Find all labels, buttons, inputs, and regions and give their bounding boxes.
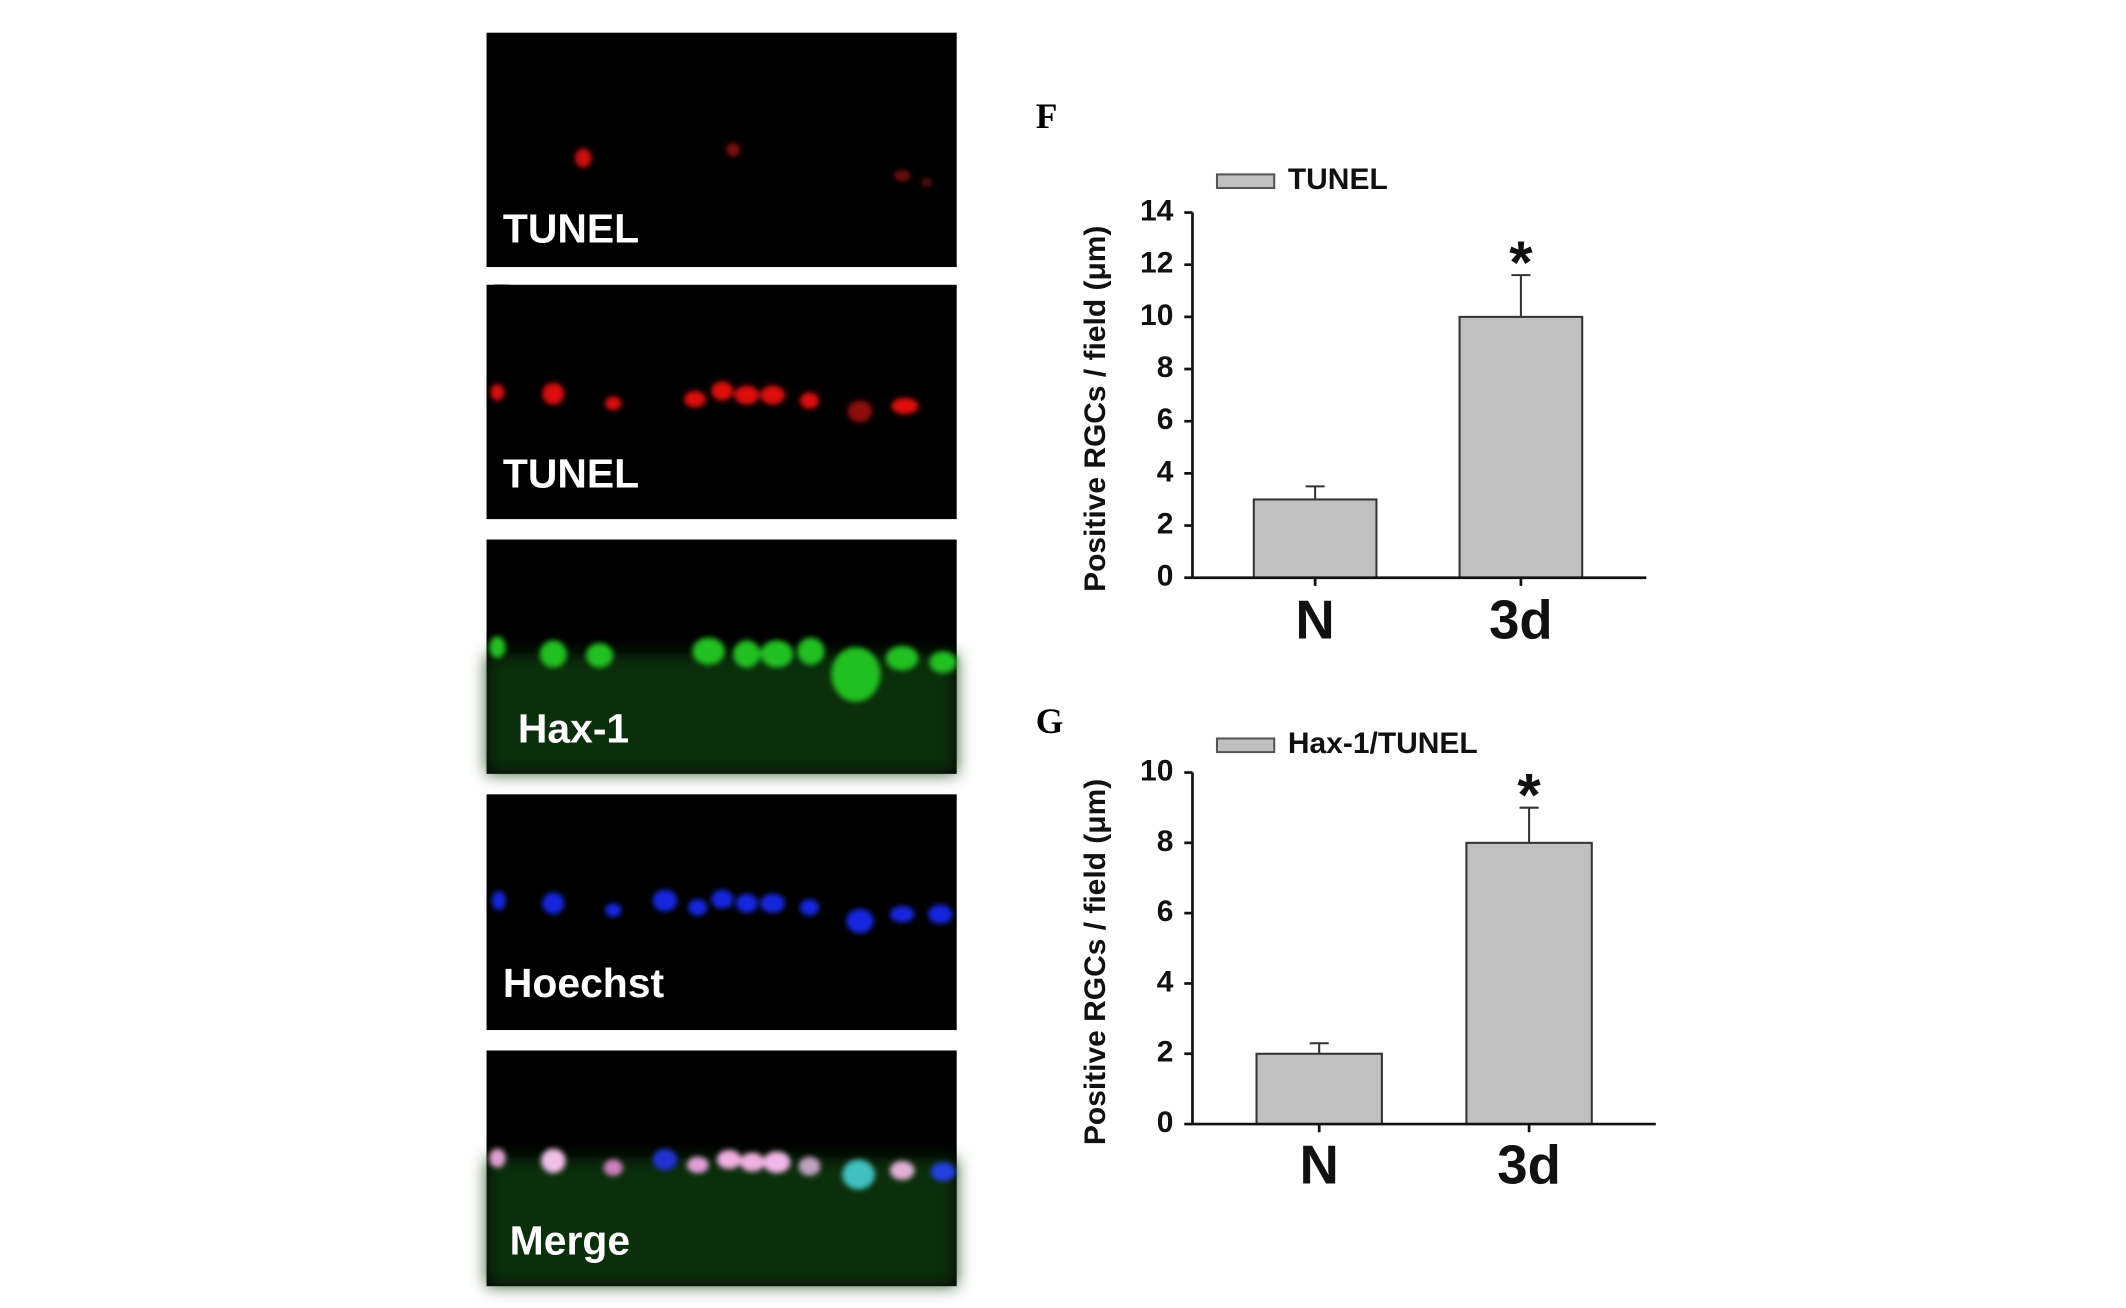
panel-label: TUNEL <box>503 451 639 497</box>
x-tick-label: 3d <box>1497 1134 1561 1195</box>
error-bar <box>1511 274 1531 317</box>
y-tick-label: 0 <box>1157 1106 1174 1139</box>
y-tick-label: 6 <box>1157 895 1174 928</box>
panel-label: Hax-1 <box>518 705 629 751</box>
y-tick-label: 8 <box>1157 351 1174 384</box>
y-tick-label: 2 <box>1157 507 1174 540</box>
panel-letter: B <box>493 276 517 316</box>
y-axis-label: Positive RGCs / field (μm) <box>1079 226 1112 592</box>
legend-swatch <box>1215 173 1276 190</box>
y-tick-label: 12 <box>1140 247 1173 280</box>
bar <box>1252 498 1378 579</box>
micrograph-b <box>486 284 957 520</box>
x-tick-label: 3d <box>1489 589 1553 650</box>
micrograph-c <box>486 539 957 774</box>
y-tick-label: 4 <box>1157 455 1174 488</box>
y-tick-label: 8 <box>1157 825 1174 858</box>
panel-letter: D <box>493 788 519 828</box>
significance-mark: * <box>1517 761 1541 828</box>
x-tick-label: N <box>1300 1134 1339 1195</box>
legend-label: TUNEL <box>1288 163 1388 196</box>
panel-letter: A <box>493 28 519 68</box>
bar <box>1465 841 1593 1126</box>
bar <box>1255 1052 1383 1126</box>
panel-letter: F <box>1036 96 1058 136</box>
y-tick-label: 4 <box>1157 965 1174 998</box>
panel-label: Merge <box>510 1218 630 1264</box>
x-tick-label: N <box>1295 589 1334 650</box>
significance-mark: * <box>1509 229 1533 296</box>
micrograph-e <box>486 1050 957 1287</box>
y-tick-label: 10 <box>1140 299 1173 332</box>
bar <box>1458 315 1584 579</box>
error-bar <box>1309 1042 1329 1054</box>
y-tick-label: 14 <box>1140 194 1174 227</box>
legend-swatch <box>1215 737 1276 754</box>
micrograph-d <box>486 794 957 1031</box>
y-axis-label: Positive RGCs / field (μm) <box>1079 779 1112 1145</box>
y-tick-label: 0 <box>1157 560 1174 593</box>
error-bar <box>1305 485 1325 500</box>
y-tick-label: 10 <box>1140 754 1173 787</box>
panel-label: Hoechst <box>503 960 665 1006</box>
panel-letter: G <box>1036 701 1064 741</box>
error-bar <box>1519 806 1539 843</box>
panel-letter: C <box>493 533 519 573</box>
y-tick-label: 2 <box>1157 1036 1174 1069</box>
y-tick-label: 6 <box>1157 403 1174 436</box>
legend-label: Hax-1/TUNEL <box>1288 727 1478 760</box>
panel-letter: E <box>493 1050 517 1090</box>
micrograph-a <box>486 32 957 268</box>
panel-label: TUNEL <box>503 205 639 251</box>
